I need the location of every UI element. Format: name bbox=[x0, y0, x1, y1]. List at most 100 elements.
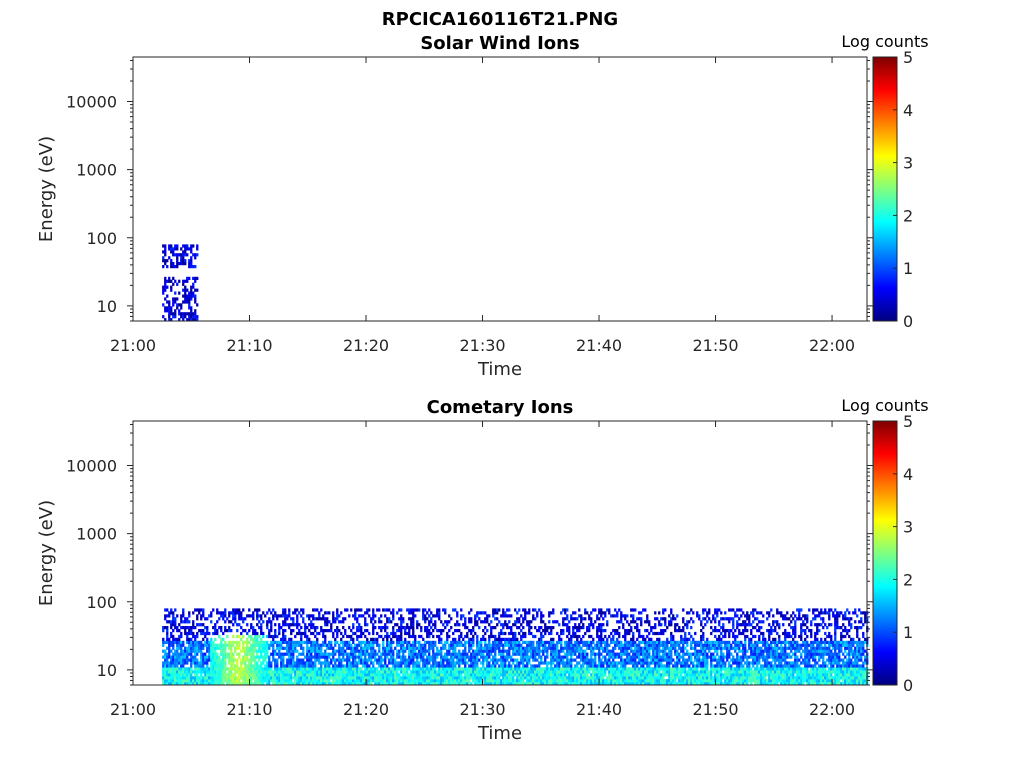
heatmap-cell bbox=[176, 265, 179, 269]
heatmap-cell bbox=[270, 667, 273, 671]
heatmap-cell bbox=[494, 670, 497, 674]
heatmap-cell bbox=[546, 673, 549, 677]
heatmap-cell bbox=[188, 247, 191, 251]
heatmap-cell bbox=[668, 682, 671, 686]
heatmap-cell bbox=[224, 614, 227, 618]
heatmap-cell bbox=[306, 640, 309, 644]
heatmap-cell bbox=[184, 631, 187, 636]
heatmap-cell bbox=[320, 661, 323, 665]
heatmap-cell bbox=[506, 667, 509, 671]
heatmap-cell bbox=[562, 664, 565, 668]
heatmap-cell bbox=[530, 643, 533, 647]
heatmap-cell bbox=[626, 655, 629, 659]
heatmap-cell bbox=[552, 611, 555, 615]
heatmap-cell bbox=[274, 611, 277, 615]
heatmap-cell bbox=[208, 655, 211, 659]
heatmap-cell bbox=[440, 682, 443, 686]
heatmap-cell bbox=[204, 676, 207, 680]
heatmap-cell bbox=[184, 294, 187, 298]
heatmap-cell bbox=[498, 673, 501, 677]
heatmap-cell bbox=[590, 620, 593, 624]
heatmap-cell bbox=[398, 626, 401, 630]
heatmap-cell bbox=[538, 652, 541, 656]
heatmap-cell bbox=[626, 649, 629, 653]
heatmap-cell bbox=[540, 661, 543, 665]
heatmap-cell bbox=[408, 667, 411, 671]
heatmap-cell bbox=[426, 658, 429, 662]
heatmap-cell bbox=[304, 629, 307, 633]
heatmap-cell bbox=[306, 664, 309, 668]
heatmap-cell bbox=[252, 640, 255, 644]
heatmap-cell bbox=[656, 682, 659, 686]
heatmap-cell bbox=[188, 667, 191, 671]
heatmap-cell bbox=[466, 676, 469, 680]
heatmap-cell bbox=[396, 652, 399, 656]
heatmap-cell bbox=[622, 626, 625, 630]
heatmap-cell bbox=[676, 652, 679, 656]
heatmap-cell bbox=[242, 682, 245, 686]
heatmap-cell bbox=[198, 608, 201, 612]
heatmap-cell bbox=[268, 682, 271, 686]
heatmap-cell bbox=[550, 629, 553, 633]
heatmap-cell bbox=[546, 661, 549, 665]
heatmap-cell bbox=[206, 640, 209, 644]
heatmap-cell bbox=[370, 620, 373, 624]
heatmap-cell bbox=[288, 614, 291, 618]
heatmap-cell bbox=[382, 676, 385, 680]
heatmap-cell bbox=[664, 643, 667, 647]
heatmap-cell bbox=[248, 634, 251, 639]
heatmap-cell bbox=[186, 667, 189, 671]
heatmap-cell bbox=[364, 646, 367, 650]
heatmap-cell bbox=[630, 679, 633, 683]
heatmap-cell bbox=[180, 256, 183, 260]
heatmap-cell bbox=[184, 655, 187, 659]
heatmap-cell bbox=[578, 655, 581, 659]
heatmap-cell bbox=[542, 634, 545, 639]
heatmap-cell bbox=[494, 640, 497, 644]
heatmap-cell bbox=[508, 679, 511, 683]
heatmap-cell bbox=[632, 667, 635, 671]
heatmap-cell bbox=[314, 640, 317, 644]
heatmap-cell bbox=[652, 626, 655, 630]
heatmap-cell bbox=[164, 608, 167, 612]
heatmap-cell bbox=[670, 670, 673, 674]
heatmap-cell bbox=[328, 679, 331, 683]
heatmap-cell bbox=[336, 634, 339, 639]
heatmap-cell bbox=[390, 646, 393, 650]
heatmap-cell bbox=[244, 640, 247, 644]
heatmap-cell bbox=[528, 679, 531, 683]
heatmap-cell bbox=[226, 655, 229, 659]
heatmap-cell bbox=[180, 315, 183, 319]
heatmap-cell bbox=[192, 244, 195, 248]
heatmap-cell bbox=[422, 608, 425, 612]
heatmap-cell bbox=[316, 682, 319, 686]
heatmap-cell bbox=[430, 631, 433, 636]
heatmap-cell bbox=[498, 682, 501, 686]
heatmap-cell bbox=[672, 667, 675, 671]
heatmap-cell bbox=[608, 679, 611, 683]
heatmap-cell bbox=[492, 673, 495, 677]
heatmap-cell bbox=[388, 634, 391, 639]
heatmap-cell bbox=[300, 676, 303, 680]
heatmap-cell bbox=[486, 652, 489, 656]
heatmap-cell bbox=[612, 679, 615, 683]
heatmap-cell bbox=[510, 626, 513, 630]
heatmap-cell bbox=[530, 649, 533, 653]
heatmap-cell bbox=[286, 658, 289, 662]
heatmap-cell bbox=[452, 646, 455, 650]
heatmap-cell bbox=[460, 652, 463, 656]
heatmap-cell bbox=[570, 614, 573, 618]
heatmap-cell bbox=[190, 318, 193, 322]
heatmap-cell bbox=[288, 679, 291, 683]
heatmap-cell bbox=[516, 649, 519, 653]
heatmap-cell bbox=[516, 658, 519, 662]
heatmap-cell bbox=[212, 661, 215, 665]
heatmap-cell bbox=[300, 682, 303, 686]
heatmap-cell bbox=[196, 667, 199, 671]
heatmap-cell bbox=[344, 629, 347, 633]
heatmap-cell bbox=[526, 661, 529, 665]
heatmap-cell bbox=[212, 676, 215, 680]
heatmap-cell bbox=[550, 676, 553, 680]
heatmap-cell bbox=[506, 655, 509, 659]
heatmap-cell bbox=[212, 643, 215, 647]
